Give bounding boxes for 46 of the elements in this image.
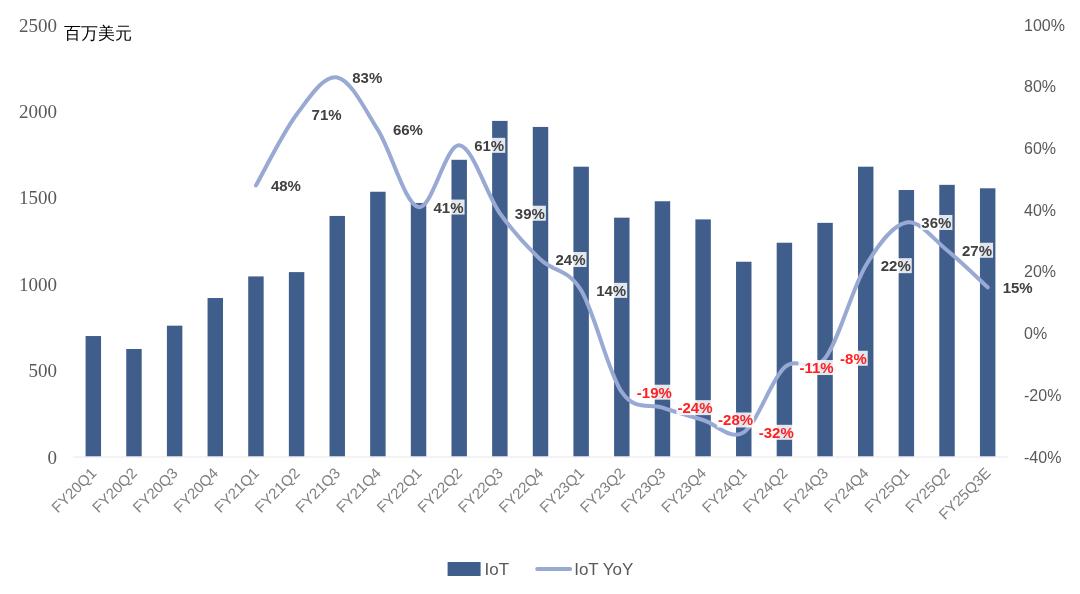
data-label: 61% — [474, 136, 505, 154]
data-label: 36% — [921, 213, 952, 231]
y2-tick-label: 60% — [1024, 139, 1057, 157]
data-label: 27% — [962, 241, 993, 259]
y-tick-label: 1500 — [19, 187, 57, 209]
y-tick-label: 500 — [28, 360, 57, 382]
data-label: -24% — [677, 399, 713, 417]
y-tick-label: 1000 — [19, 273, 57, 295]
y2-tick-label: 80% — [1024, 78, 1057, 96]
data-label: 48% — [270, 176, 301, 194]
data-label: 24% — [555, 251, 586, 269]
y-axis-title: 百万美元 — [64, 24, 132, 43]
data-label: 41% — [433, 198, 464, 216]
bar — [85, 336, 102, 457]
y-tick-label: 0 — [47, 446, 57, 468]
data-label: -32% — [758, 423, 794, 441]
y2-tick-label: 20% — [1024, 263, 1057, 281]
legend-label: IoT YoY — [574, 559, 634, 579]
y2-tick-label: -40% — [1024, 448, 1062, 466]
bar — [126, 349, 142, 457]
data-label: -28% — [718, 411, 754, 429]
y-tick-label: 2000 — [19, 100, 57, 122]
data-label: 22% — [880, 257, 911, 275]
data-label: -11% — [799, 359, 834, 377]
data-label: -8% — [840, 349, 867, 367]
y2-tick-label: 40% — [1024, 201, 1057, 219]
legend-label: IoT — [484, 559, 510, 579]
data-label: 83% — [352, 68, 383, 86]
bar — [370, 191, 386, 457]
data-label: 39% — [514, 204, 545, 222]
y-tick-label: 2500 — [19, 14, 57, 36]
y2-tick-label: -20% — [1024, 386, 1062, 404]
data-label: 14% — [596, 281, 627, 299]
bar — [329, 215, 345, 457]
data-label: 71% — [311, 105, 342, 123]
bar — [248, 276, 264, 457]
bar — [166, 325, 183, 457]
y2-tick-label: 0% — [1024, 325, 1048, 343]
line-series — [253, 75, 990, 436]
bar — [207, 298, 224, 457]
data-label: 66% — [392, 121, 423, 139]
bar — [410, 202, 427, 457]
bar — [288, 272, 305, 457]
data-label: 15% — [1002, 278, 1033, 296]
y2-tick-label: 100% — [1024, 16, 1065, 34]
data-label: -19% — [636, 383, 672, 401]
